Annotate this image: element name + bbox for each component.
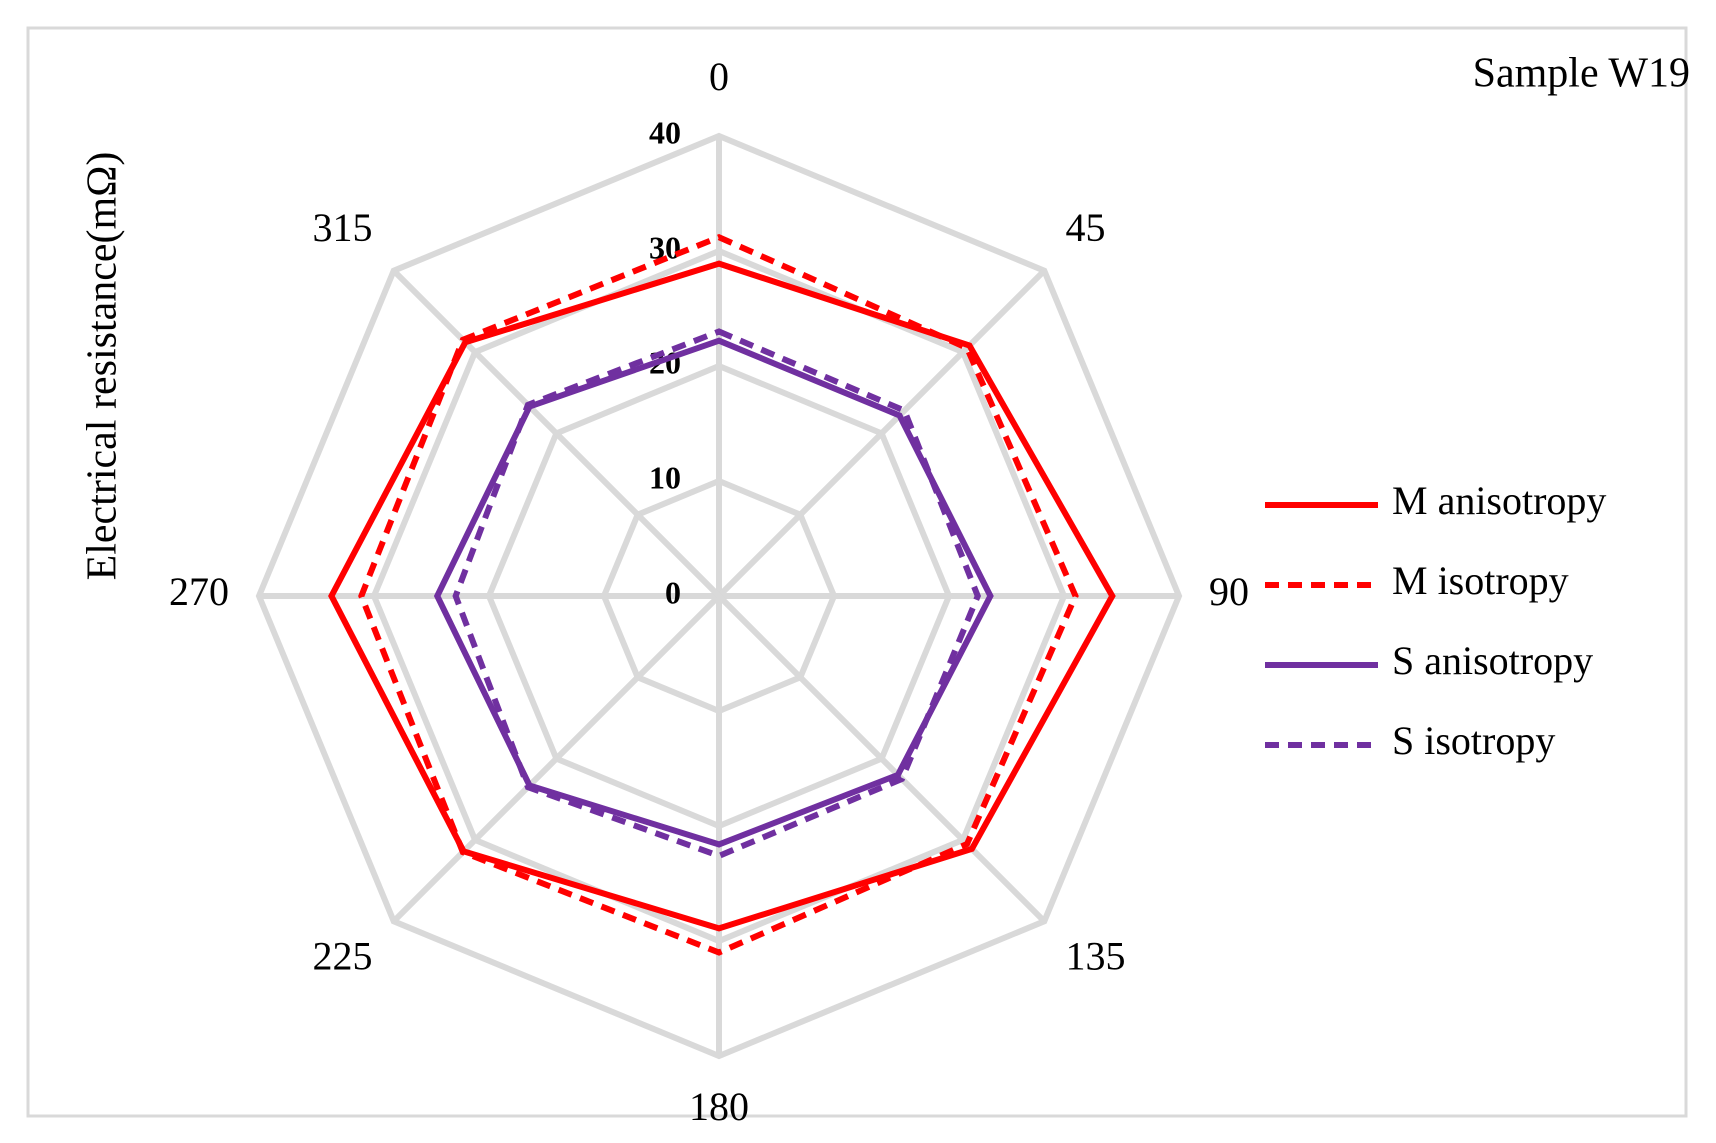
category-label: 225 <box>313 933 373 978</box>
spoke <box>391 268 722 599</box>
spoke <box>391 593 722 924</box>
category-label: 90 <box>1209 569 1249 614</box>
category-label: 315 <box>313 205 373 250</box>
y-tick-label: 10 <box>649 459 681 495</box>
y-tick-label: 0 <box>665 574 681 610</box>
legend-label: S isotropy <box>1392 718 1555 763</box>
y-tick-label: 40 <box>649 114 681 150</box>
series-line <box>452 328 981 860</box>
chart-title: Sample W19 <box>1473 51 1690 97</box>
series-line <box>358 233 1079 956</box>
legend-label: M isotropy <box>1392 558 1569 603</box>
y-axis-label: Electrical resistance(mΩ) <box>80 152 126 581</box>
category-label: 135 <box>1065 933 1125 978</box>
category-label: 270 <box>169 569 229 614</box>
legend-label: M anisotropy <box>1392 478 1606 523</box>
series-line <box>328 260 1116 932</box>
chart-frame <box>26 26 1688 1118</box>
legend-label: S anisotropy <box>1392 638 1593 683</box>
category-label: 0 <box>709 54 729 99</box>
spoke <box>716 593 1047 924</box>
category-label: 180 <box>689 1084 749 1129</box>
category-label: 45 <box>1065 205 1105 250</box>
series-line <box>433 337 994 848</box>
spoke <box>716 268 1047 599</box>
